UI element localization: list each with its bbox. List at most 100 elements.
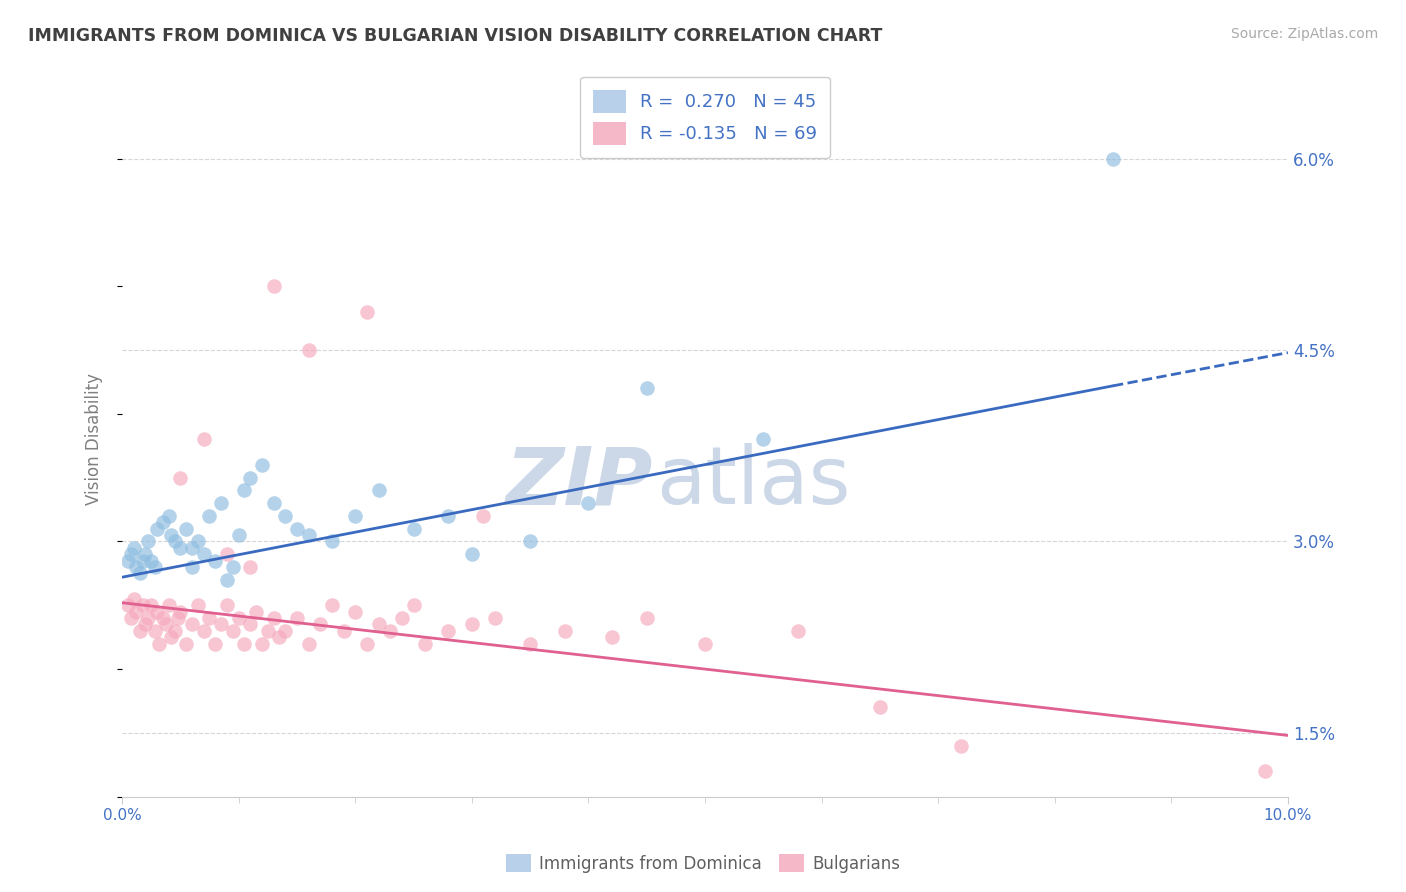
- Point: [141, 554, 163, 568]
- Point: [356, 305, 378, 319]
- Point: [198, 611, 221, 625]
- Point: [222, 560, 245, 574]
- Point: [134, 617, 156, 632]
- Point: [193, 624, 215, 638]
- Point: [136, 534, 159, 549]
- Point: [950, 739, 973, 753]
- Point: [274, 624, 297, 638]
- Point: [215, 547, 238, 561]
- Point: [117, 599, 139, 613]
- Point: [122, 591, 145, 606]
- Point: [146, 522, 169, 536]
- Point: [181, 541, 204, 555]
- Point: [146, 605, 169, 619]
- Point: [437, 508, 460, 523]
- Point: [239, 471, 262, 485]
- Point: [344, 508, 367, 523]
- Point: [198, 508, 221, 523]
- Point: [576, 496, 599, 510]
- Point: [160, 630, 183, 644]
- Text: atlas: atlas: [657, 443, 851, 521]
- Point: [402, 522, 425, 536]
- Point: [125, 560, 148, 574]
- Point: [274, 508, 297, 523]
- Point: [233, 483, 256, 498]
- Point: [332, 624, 354, 638]
- Point: [233, 636, 256, 650]
- Point: [174, 522, 197, 536]
- Point: [245, 605, 267, 619]
- Point: [752, 433, 775, 447]
- Point: [297, 528, 319, 542]
- Point: [157, 508, 180, 523]
- Point: [472, 508, 495, 523]
- Point: [239, 560, 262, 574]
- Legend: R =  0.270   N = 45, R = -0.135   N = 69: R = 0.270 N = 45, R = -0.135 N = 69: [581, 77, 830, 158]
- Y-axis label: Vision Disability: Vision Disability: [86, 374, 103, 506]
- Point: [163, 534, 186, 549]
- Point: [239, 617, 262, 632]
- Point: [209, 617, 232, 632]
- Point: [187, 599, 209, 613]
- Point: [120, 611, 142, 625]
- Point: [132, 599, 155, 613]
- Point: [181, 560, 204, 574]
- Point: [152, 516, 174, 530]
- Point: [484, 611, 506, 625]
- Point: [181, 617, 204, 632]
- Point: [263, 611, 285, 625]
- Point: [141, 599, 163, 613]
- Point: [693, 636, 716, 650]
- Point: [344, 605, 367, 619]
- Point: [187, 534, 209, 549]
- Point: [132, 554, 155, 568]
- Point: [297, 636, 319, 650]
- Point: [391, 611, 413, 625]
- Point: [437, 624, 460, 638]
- Text: IMMIGRANTS FROM DOMINICA VS BULGARIAN VISION DISABILITY CORRELATION CHART: IMMIGRANTS FROM DOMINICA VS BULGARIAN VI…: [28, 27, 883, 45]
- Point: [413, 636, 436, 650]
- Point: [209, 496, 232, 510]
- Point: [600, 630, 623, 644]
- Legend: Immigrants from Dominica, Bulgarians: Immigrants from Dominica, Bulgarians: [499, 847, 907, 880]
- Point: [636, 611, 658, 625]
- Point: [134, 547, 156, 561]
- Point: [228, 611, 250, 625]
- Point: [143, 560, 166, 574]
- Point: [215, 573, 238, 587]
- Point: [285, 522, 308, 536]
- Point: [380, 624, 402, 638]
- Point: [152, 611, 174, 625]
- Point: [1253, 764, 1275, 779]
- Point: [163, 624, 186, 638]
- Point: [128, 566, 150, 581]
- Point: [174, 636, 197, 650]
- Point: [309, 617, 332, 632]
- Point: [250, 636, 273, 650]
- Point: [321, 534, 343, 549]
- Point: [250, 458, 273, 472]
- Point: [169, 541, 191, 555]
- Point: [356, 636, 378, 650]
- Point: [1102, 152, 1125, 166]
- Point: [125, 605, 148, 619]
- Point: [367, 617, 389, 632]
- Point: [136, 611, 159, 625]
- Point: [193, 433, 215, 447]
- Point: [148, 636, 170, 650]
- Point: [402, 599, 425, 613]
- Point: [461, 547, 484, 561]
- Point: [519, 636, 541, 650]
- Point: [263, 496, 285, 510]
- Point: [167, 611, 190, 625]
- Text: Source: ZipAtlas.com: Source: ZipAtlas.com: [1230, 27, 1378, 41]
- Point: [160, 528, 183, 542]
- Point: [143, 624, 166, 638]
- Point: [193, 547, 215, 561]
- Point: [157, 599, 180, 613]
- Point: [321, 599, 343, 613]
- Point: [120, 547, 142, 561]
- Point: [215, 599, 238, 613]
- Point: [461, 617, 484, 632]
- Point: [554, 624, 576, 638]
